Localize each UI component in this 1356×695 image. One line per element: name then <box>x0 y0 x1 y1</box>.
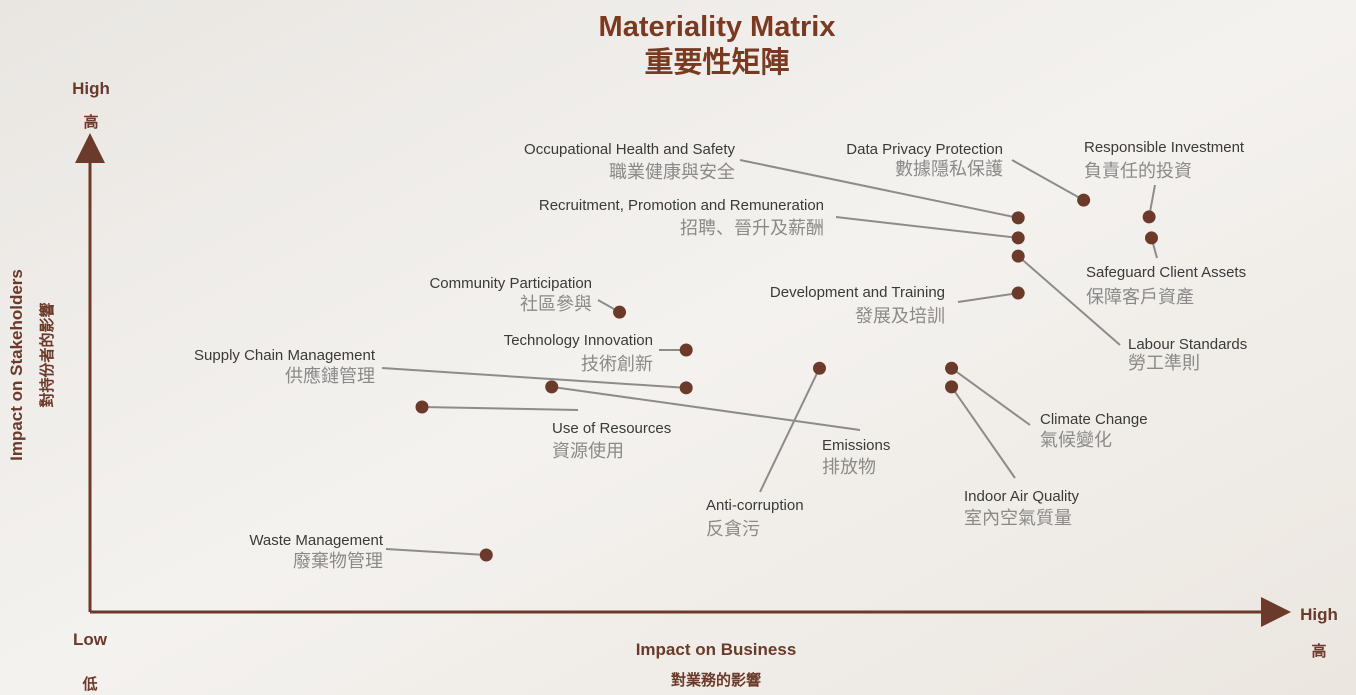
leader-line <box>551 385 861 431</box>
point <box>1011 211 1025 225</box>
point-label: Supply Chain Management <box>194 347 376 364</box>
point-label: Development and Training <box>770 284 945 301</box>
y-axis-title: Impact on Stakeholders <box>7 269 26 461</box>
low-zh: 低 <box>81 675 97 693</box>
y-high-zh: 高 <box>83 113 98 131</box>
point-label-zh: 反貪污 <box>706 518 760 540</box>
point-label-zh: 數據隱私保護 <box>895 159 1003 180</box>
leader-line <box>759 367 821 493</box>
point-label-zh: 保障客戶資產 <box>1086 287 1194 308</box>
leader-line <box>835 216 1019 239</box>
point-label: Anti-corruption <box>706 497 804 514</box>
leader-line <box>385 548 487 557</box>
y-high: High <box>72 79 110 98</box>
point-label: Indoor Air Quality <box>964 488 1080 505</box>
point <box>545 380 559 394</box>
point-label: Waste Management <box>249 532 384 549</box>
x-high: High <box>1300 605 1338 624</box>
point-label-zh: 資源使用 <box>552 441 624 462</box>
x-high-zh: 高 <box>1311 642 1326 660</box>
point-label: Recruitment, Promotion and Remuneration <box>539 197 824 214</box>
point <box>613 305 627 319</box>
point-label-zh: 技術創新 <box>581 354 653 375</box>
leader-line <box>1011 159 1085 201</box>
leader-line <box>739 159 1019 219</box>
leader-line <box>957 292 1019 303</box>
point-label: Emissions <box>822 437 890 454</box>
point <box>945 361 959 375</box>
point <box>1011 286 1025 300</box>
leader-line <box>950 367 1031 426</box>
point-label-zh: 室內空氣質量 <box>964 508 1072 529</box>
leader-line <box>950 386 1016 479</box>
point <box>679 343 693 357</box>
point-label: Labour Standards <box>1128 336 1247 353</box>
point-label-zh: 供應鏈管理 <box>285 365 375 387</box>
point-label: Use of Resources <box>552 420 671 437</box>
point <box>1011 231 1025 245</box>
leader-line <box>1017 255 1121 346</box>
point <box>679 381 693 395</box>
point <box>945 380 959 394</box>
leader-line <box>421 405 579 411</box>
point <box>1144 231 1158 245</box>
point <box>1142 210 1156 224</box>
chart-title: Materiality Matrix <box>599 11 836 43</box>
point-label: Technology Innovation <box>504 332 653 349</box>
point-label-zh: 社區參與 <box>520 294 592 315</box>
point-label: Climate Change <box>1040 411 1148 428</box>
point <box>812 361 826 375</box>
leader-line <box>381 367 687 389</box>
x-axis-title: Impact on Business <box>636 640 797 659</box>
point-label-zh: 勞工準則 <box>1128 353 1200 374</box>
point-label-zh: 廢棄物管理 <box>293 551 383 572</box>
point <box>1077 193 1091 207</box>
point-label-zh: 負責任的投資 <box>1084 161 1192 182</box>
y-axis-title-zh: 對持份者的影響 <box>38 302 56 407</box>
point-label-zh: 發展及培訓 <box>855 306 945 327</box>
point-label: Community Participation <box>429 275 592 292</box>
point <box>1011 249 1025 263</box>
point-label: Safeguard Client Assets <box>1086 264 1246 281</box>
point-label-zh: 職業健康與安全 <box>609 162 735 183</box>
point-label-zh: 招聘、晉升及薪酬 <box>680 218 824 239</box>
point-label: Data Privacy Protection <box>846 141 1003 158</box>
chart-subtitle: 重要性矩陣 <box>644 45 789 79</box>
low: Low <box>73 630 108 649</box>
point-label: Responsible Investment <box>1084 139 1245 156</box>
point-label-zh: 氣候變化 <box>1040 430 1112 451</box>
point <box>479 548 493 562</box>
point <box>415 400 429 414</box>
point-label: Occupational Health and Safety <box>524 141 735 158</box>
point-label-zh: 排放物 <box>822 457 876 478</box>
x-axis-title-zh: 對業務的影響 <box>671 671 761 689</box>
